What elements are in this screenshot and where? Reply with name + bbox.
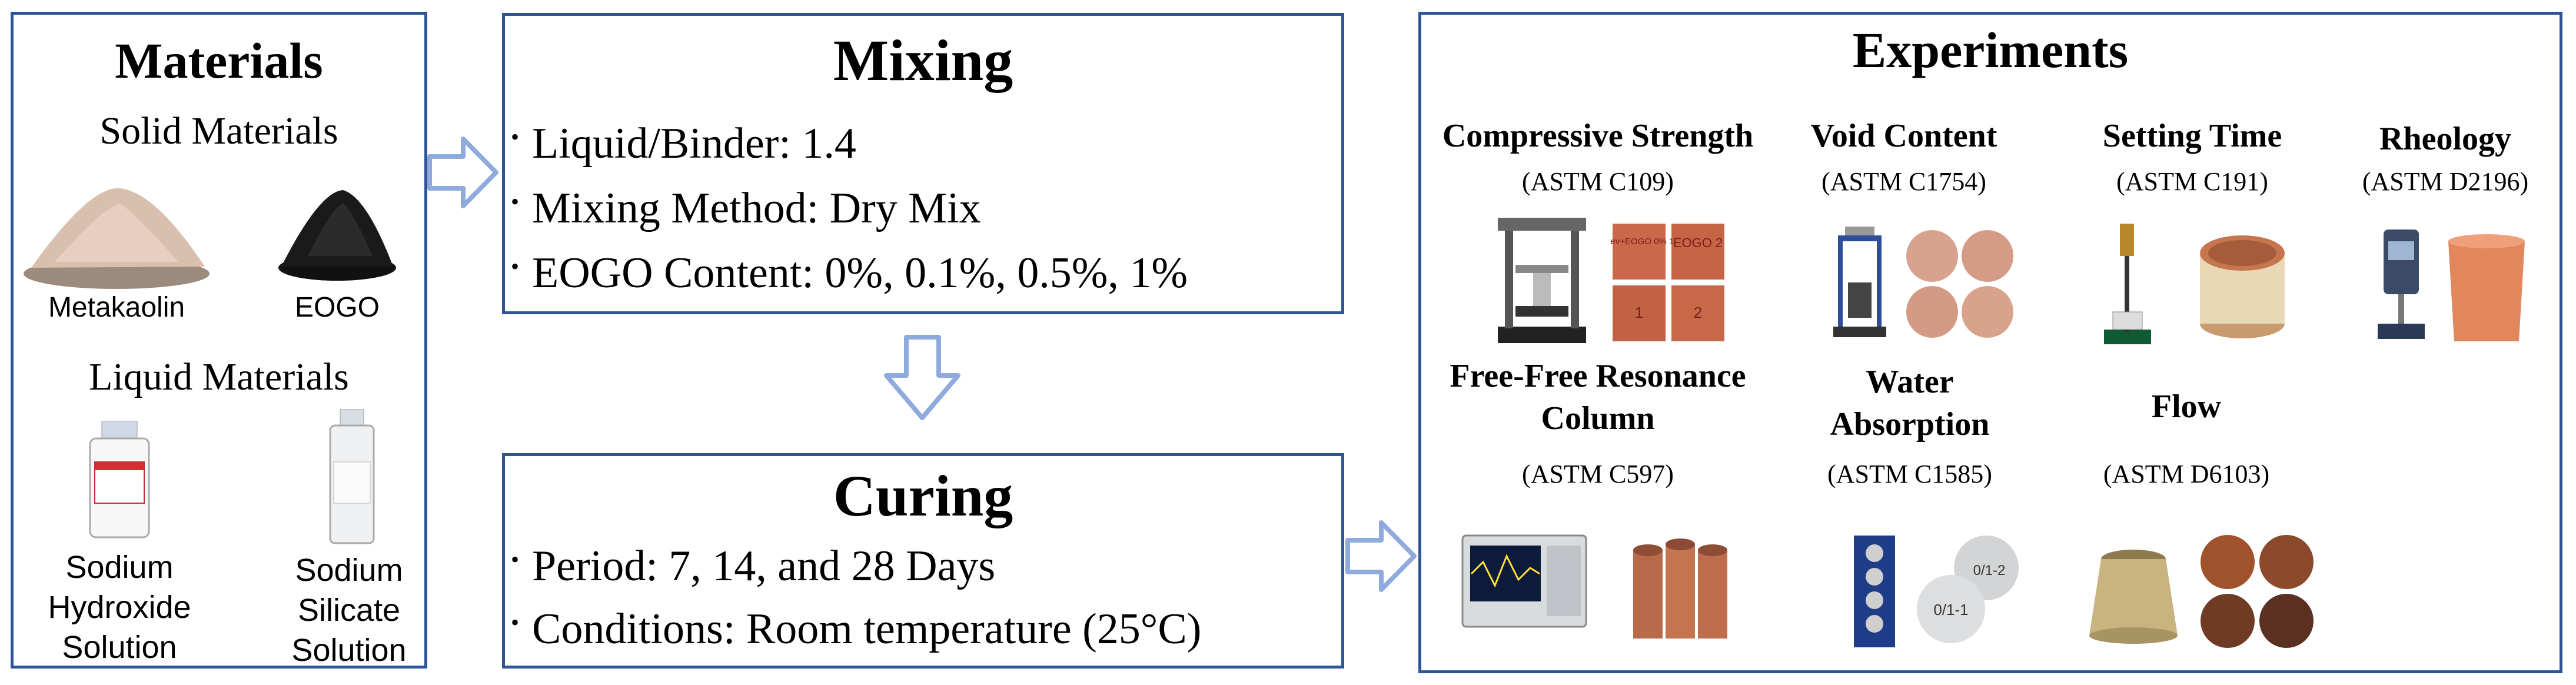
test-standard-setting-time: (ASTM C191) <box>2116 167 2268 196</box>
water-absorption-discs-image: 0/1-2 0/1-1 <box>1917 536 2019 643</box>
specimen-label: Rev+EOGO 0% 1 <box>1610 237 1674 247</box>
solid-materials-header: Solid Materials <box>99 109 338 152</box>
sodium-silicate-bottle-image <box>329 409 375 544</box>
test-title-void-content: Void Content <box>1810 118 1997 154</box>
test-standard-free-free-resonance-column: (ASTM C597) <box>1522 460 1674 488</box>
test-standard-water-absorption: (ASTM C1585) <box>1827 460 1992 488</box>
test-title-flow: Flow <box>2151 388 2222 425</box>
specimen-label: EOGO 2 <box>1673 235 1723 250</box>
mixing-item: • Mixing Method: Dry Mix <box>511 184 981 232</box>
materials-title: Materials <box>115 32 323 89</box>
experiments-panel: Experiments Compressive Strength (ASTM C… <box>1418 12 2562 673</box>
mixing-item: • Liquid/Binder: 1.4 <box>511 119 856 168</box>
eogo-label: EOGO <box>294 292 380 323</box>
curing-panel: Curing • Period: 7, 14, and 28 Days • Cond… <box>502 453 1344 669</box>
rheology-beaker-image <box>2448 234 2525 341</box>
materials-panel: Materials Solid Materials Metakaolin EOG… <box>11 12 427 669</box>
eogo-powder-image <box>278 190 396 281</box>
specimen-label: 2 <box>1694 304 1702 321</box>
mixing-panel: Mixing • Liquid/Binder: 1.4 • Mixing Metho… <box>502 13 1344 314</box>
mixing-item: • EOGO Content: 0%, 0.1%, 0.5%, 1% <box>511 249 1188 297</box>
test-standard-void-content: (ASTM C1754) <box>1822 167 1986 196</box>
setting-time-mould-image <box>2200 235 2285 338</box>
sodium-hydroxide-label: Sodium Hydroxide Solution <box>48 550 191 665</box>
sodium-hydroxide-bottle-image <box>89 421 150 538</box>
void-content-disc-specimens-image <box>1906 230 2013 338</box>
oscilloscope-image <box>1461 534 1587 628</box>
compressive-cube-specimens-image: Rev+EOGO 0% 1 EOGO 2 1 2 <box>1610 224 1724 341</box>
vicat-needle-apparatus-image <box>2104 224 2151 344</box>
test-title-water-absorption: Water Absorption <box>1830 364 1990 443</box>
arrow-right-icon <box>427 137 498 208</box>
water-absorption-tray-image <box>1854 536 1895 647</box>
test-standard-compressive-strength: (ASTM C109) <box>1522 167 1674 196</box>
viscometer-image <box>2378 230 2425 339</box>
curing-item: • Conditions: Room temperature (25°C) <box>511 605 1202 653</box>
specimen-label: 1 <box>1635 304 1643 321</box>
cylinder-specimens-image <box>1633 538 1727 639</box>
metakaolin-powder-image <box>24 188 210 289</box>
test-title-compressive-strength: Compressive Strength <box>1442 118 1754 154</box>
curing-item: • Period: 7, 14, and 28 Days <box>511 542 996 590</box>
test-standard-rheology: (ASTM D2196) <box>2362 167 2529 196</box>
test-standard-flow: (ASTM D6103) <box>2103 460 2270 488</box>
test-title-free-free-resonance-column: Free-Free Resonance Column <box>1450 358 1746 437</box>
arrow-down-icon <box>884 335 960 420</box>
compressive-testing-machine-image <box>1498 218 1586 343</box>
flow-spread-specimens-image <box>2201 535 2314 648</box>
test-title-rheology: Rheology <box>2379 121 2511 157</box>
void-content-apparatus-image <box>1833 227 1886 337</box>
liquid-materials-header: Liquid Materials <box>89 355 349 398</box>
metakaolin-label: Metakaolin <box>48 292 185 323</box>
sodium-silicate-label: Sodium Silicate Solution <box>291 553 407 668</box>
specimen-label: 0/1-2 <box>1973 563 2006 578</box>
experiments-title: Experiments <box>1852 22 2129 78</box>
test-title-setting-time: Setting Time <box>2102 118 2282 154</box>
arrow-right-icon <box>1345 520 1417 592</box>
flow-cone-image <box>2089 550 2178 644</box>
curing-title: Curing <box>833 463 1013 528</box>
mixing-title: Mixing <box>833 28 1013 93</box>
specimen-label: 0/1-1 <box>1933 601 1968 619</box>
